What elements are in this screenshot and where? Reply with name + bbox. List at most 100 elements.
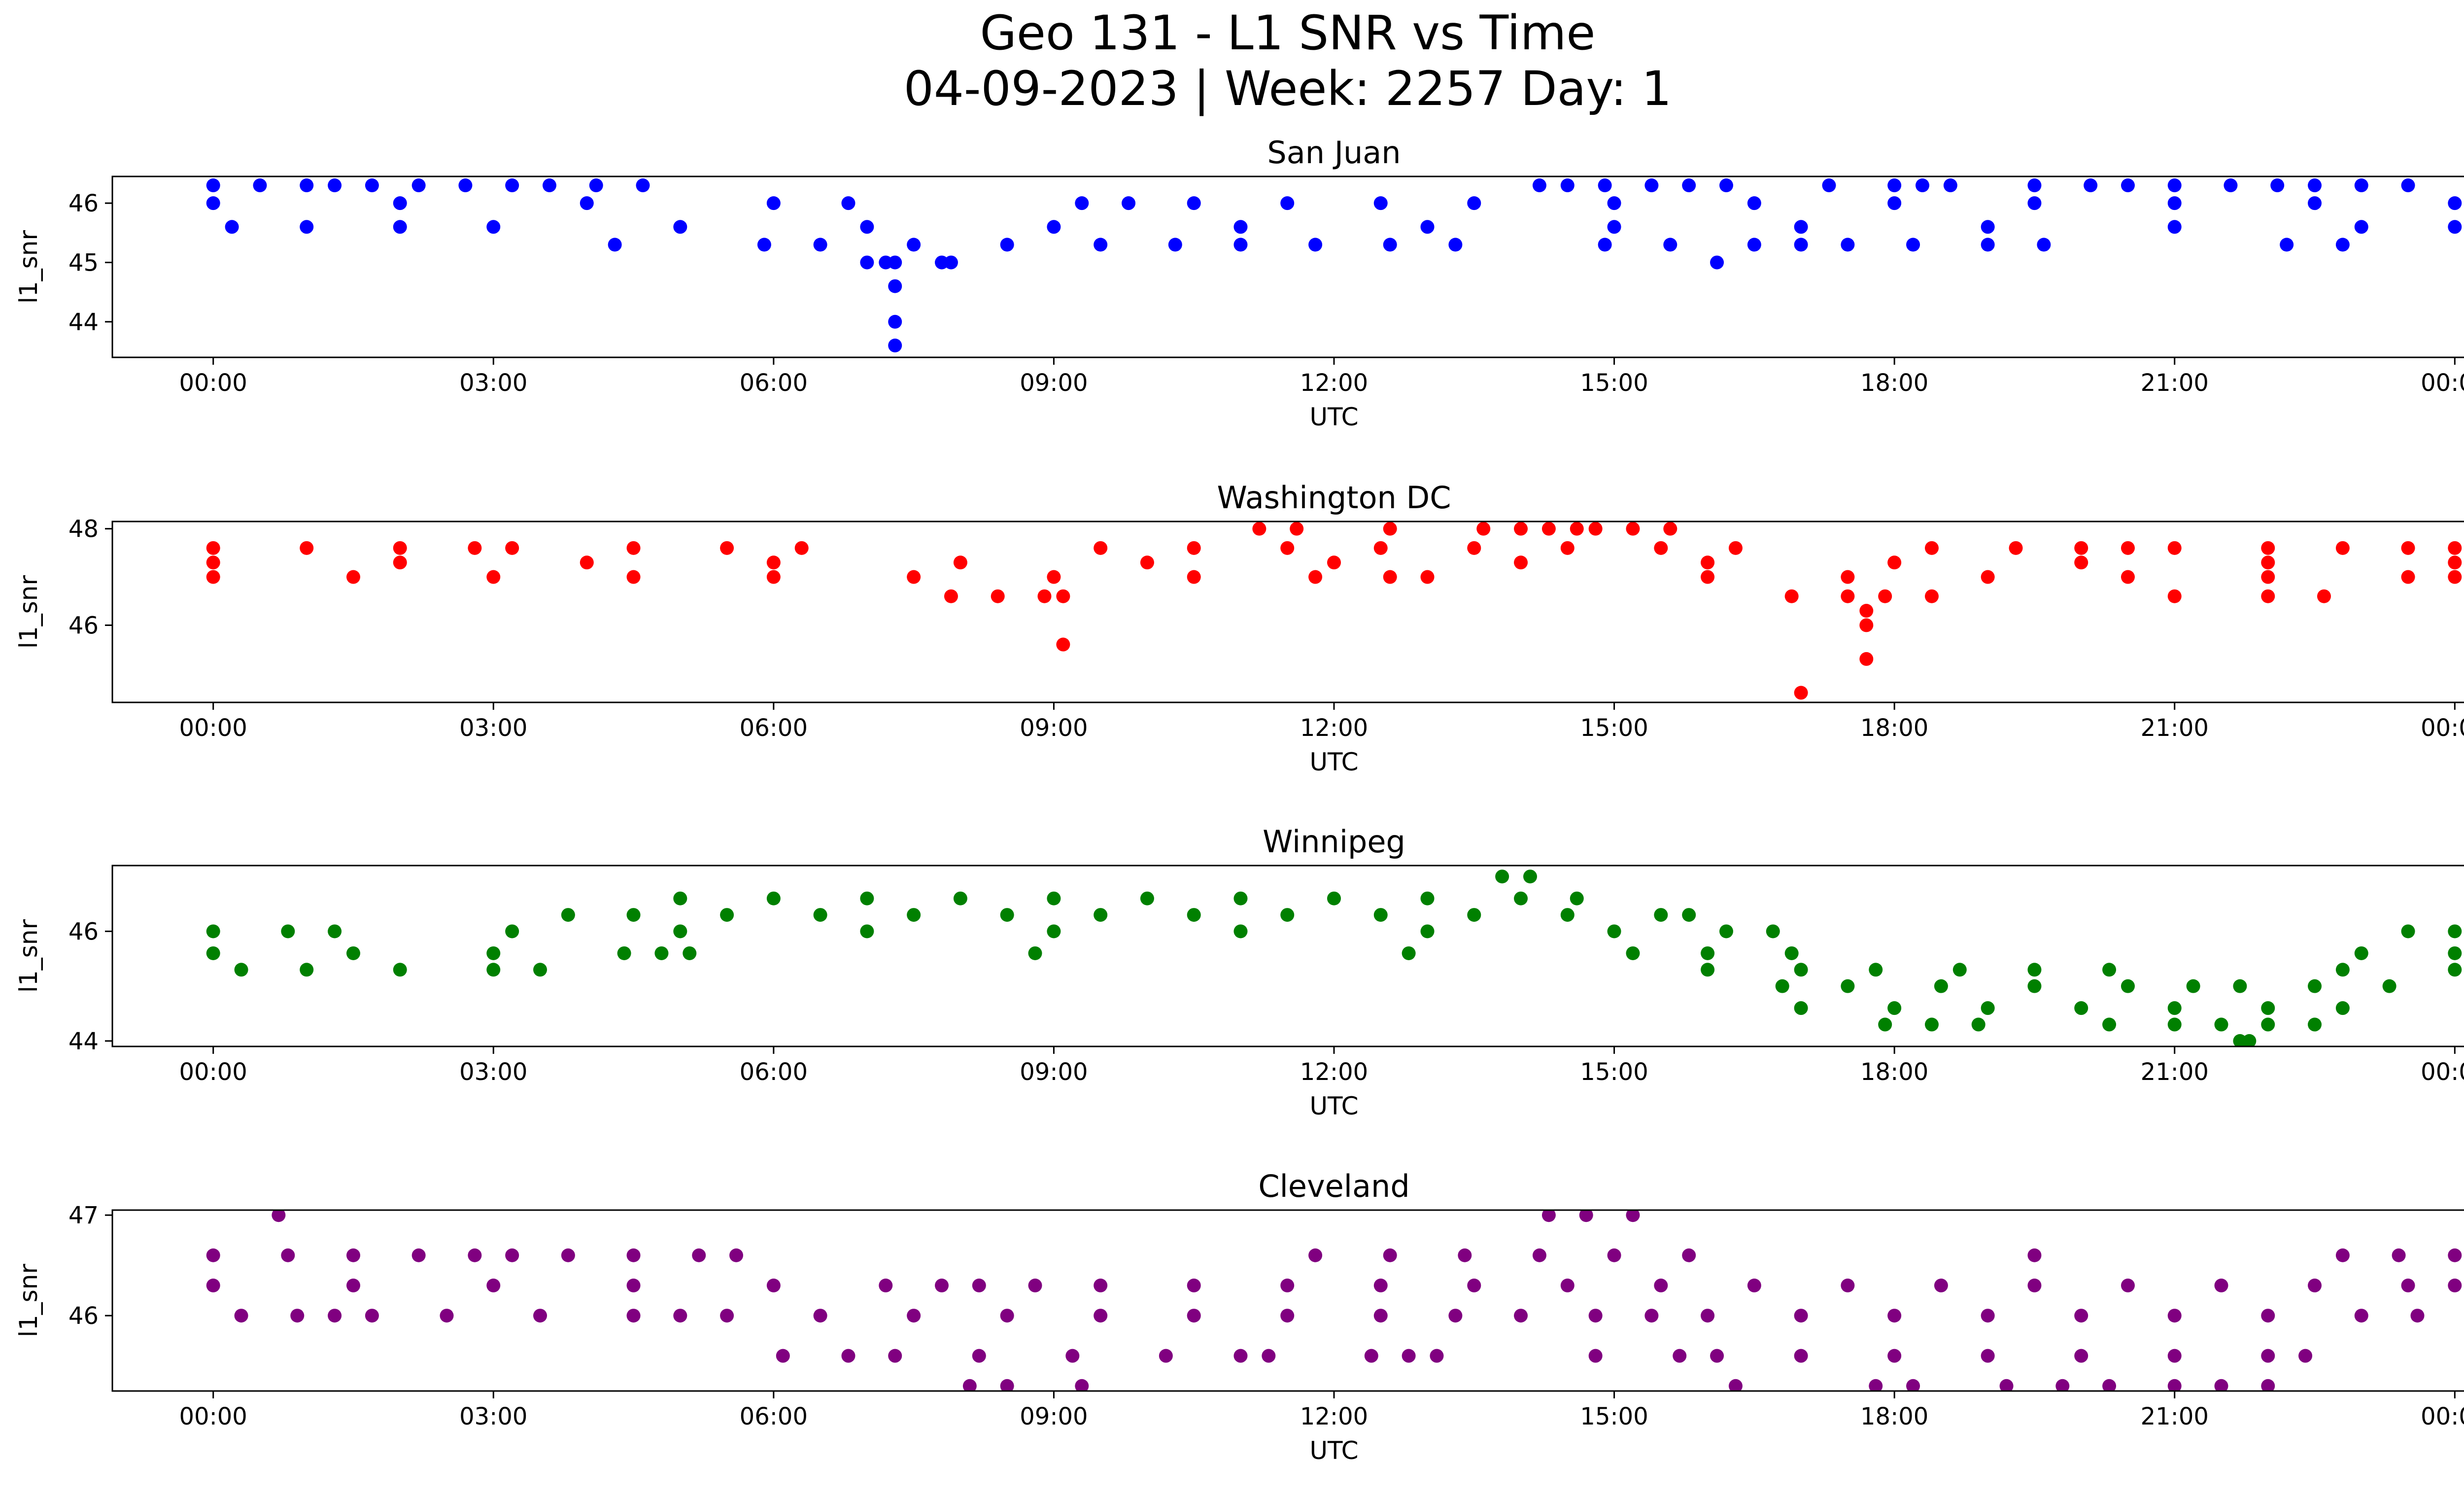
data-point bbox=[2121, 1278, 2135, 1292]
data-point bbox=[2121, 178, 2135, 193]
data-point bbox=[1420, 570, 1435, 584]
data-point bbox=[2448, 924, 2462, 939]
subplot-title: San Juan bbox=[1267, 135, 1401, 171]
data-point bbox=[580, 196, 594, 210]
data-point bbox=[1570, 522, 1584, 536]
data-point bbox=[2074, 1001, 2088, 1015]
data-point bbox=[888, 279, 902, 293]
data-point bbox=[1028, 1278, 1042, 1292]
data-point bbox=[1822, 178, 1836, 193]
data-point bbox=[1187, 570, 1201, 584]
data-point bbox=[860, 891, 874, 905]
data-point bbox=[328, 1309, 342, 1323]
data-point bbox=[2448, 946, 2462, 960]
x-tick-label: 09:00 bbox=[1020, 1058, 1088, 1086]
data-point bbox=[1308, 238, 1323, 252]
data-point bbox=[888, 314, 902, 329]
data-point bbox=[1701, 570, 1715, 584]
data-point bbox=[2027, 963, 2042, 977]
data-point bbox=[953, 891, 967, 905]
data-point bbox=[533, 963, 548, 977]
data-point bbox=[626, 1278, 641, 1292]
data-point bbox=[654, 946, 669, 960]
data-point bbox=[2298, 1349, 2313, 1363]
data-point bbox=[1673, 1349, 1687, 1363]
data-point bbox=[879, 1278, 893, 1292]
data-point bbox=[2214, 1278, 2228, 1292]
data-point bbox=[1654, 541, 1668, 555]
data-point bbox=[2261, 1001, 2275, 1015]
data-point bbox=[2261, 541, 2275, 555]
data-point bbox=[1327, 891, 1341, 905]
data-point bbox=[720, 1309, 734, 1323]
data-point bbox=[2308, 1278, 2322, 1292]
x-tick-label: 15:00 bbox=[1580, 369, 1648, 397]
data-point bbox=[1373, 1309, 1388, 1323]
y-tick-label: 44 bbox=[68, 309, 99, 336]
data-point bbox=[1094, 1309, 1108, 1323]
data-point bbox=[1000, 1309, 1014, 1323]
data-point bbox=[206, 946, 220, 960]
data-point bbox=[272, 1210, 286, 1222]
data-point bbox=[1981, 1309, 1995, 1323]
data-point bbox=[2102, 963, 2117, 977]
data-point bbox=[533, 1309, 548, 1323]
data-point bbox=[1906, 238, 1920, 252]
data-point bbox=[1402, 946, 1416, 960]
data-point bbox=[1280, 541, 1295, 555]
data-point bbox=[794, 541, 809, 555]
y-tick-label: 44 bbox=[68, 1028, 99, 1055]
data-point bbox=[2121, 570, 2135, 584]
data-point bbox=[328, 924, 342, 939]
data-point bbox=[1924, 541, 1939, 555]
data-point bbox=[1663, 238, 1677, 252]
data-point bbox=[1784, 946, 1799, 960]
x-tick-label: 15:00 bbox=[1580, 1058, 1648, 1086]
data-point bbox=[2121, 979, 2135, 993]
x-tick-label: 18:00 bbox=[1860, 714, 1928, 742]
data-point bbox=[206, 541, 220, 555]
data-point bbox=[1794, 1001, 1808, 1015]
data-point bbox=[1168, 238, 1182, 252]
data-point bbox=[1841, 589, 1855, 603]
data-point bbox=[1373, 1278, 1388, 1292]
x-tick-label: 15:00 bbox=[1580, 1403, 1648, 1430]
data-point bbox=[1878, 589, 1892, 603]
data-point bbox=[1887, 196, 1902, 210]
data-point bbox=[253, 178, 267, 193]
data-point bbox=[1906, 1379, 1920, 1391]
data-point bbox=[1952, 963, 1967, 977]
data-point bbox=[1233, 238, 1248, 252]
data-point bbox=[1000, 1379, 1014, 1391]
x-tick-label: 12:00 bbox=[1300, 1403, 1368, 1430]
data-point bbox=[2261, 1309, 2275, 1323]
data-point bbox=[673, 1309, 687, 1323]
data-point bbox=[2448, 1278, 2462, 1292]
data-point bbox=[300, 963, 314, 977]
data-point bbox=[1747, 238, 1761, 252]
data-point bbox=[1794, 1349, 1808, 1363]
data-point bbox=[729, 1248, 744, 1262]
data-point bbox=[2074, 1309, 2088, 1323]
data-point bbox=[1187, 908, 1201, 922]
data-point bbox=[2055, 1379, 2070, 1391]
data-point bbox=[757, 238, 771, 252]
data-point bbox=[1430, 1349, 1444, 1363]
x-tick-label: 06:00 bbox=[740, 1403, 808, 1430]
data-point bbox=[1747, 1278, 1761, 1292]
data-point bbox=[1187, 196, 1201, 210]
data-point bbox=[1448, 1309, 1463, 1323]
data-point bbox=[1532, 1248, 1546, 1262]
data-point bbox=[1654, 908, 1668, 922]
data-point bbox=[206, 556, 220, 570]
data-point bbox=[673, 891, 687, 905]
data-point bbox=[766, 556, 781, 570]
data-point bbox=[2233, 979, 2247, 993]
data-point bbox=[2121, 541, 2135, 555]
data-point bbox=[1065, 1349, 1080, 1363]
data-point bbox=[1701, 946, 1715, 960]
data-point bbox=[1682, 178, 1696, 193]
data-point bbox=[2448, 1248, 2462, 1262]
y-tick-label: 45 bbox=[68, 249, 99, 277]
x-tick-label: 00:00 bbox=[179, 1058, 247, 1086]
